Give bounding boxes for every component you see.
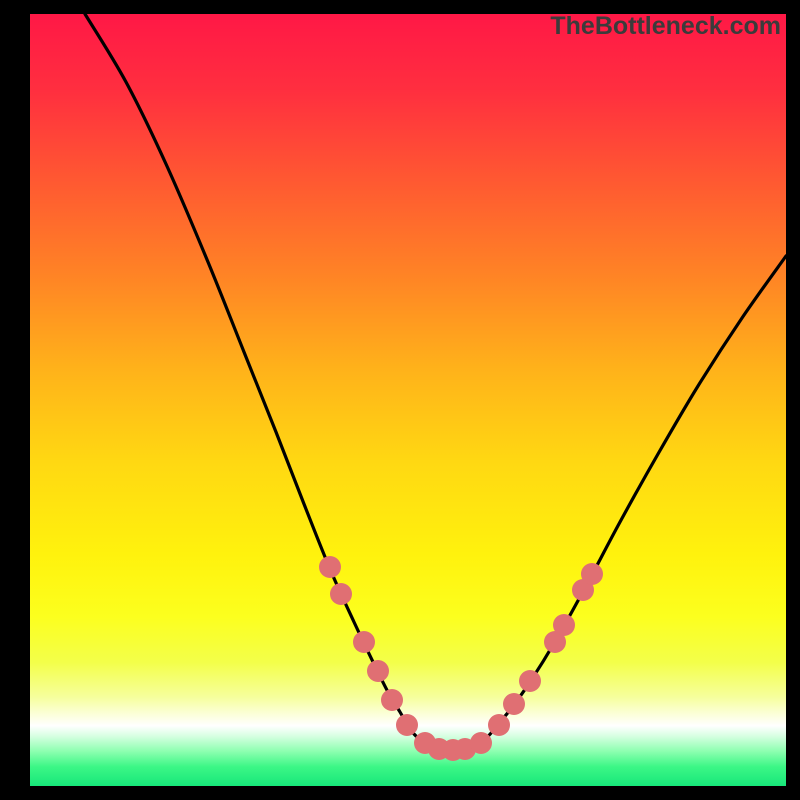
curve-right [498, 256, 786, 724]
data-point-dot [330, 583, 352, 605]
data-point-dot [581, 563, 603, 585]
data-point-dot [519, 670, 541, 692]
stage: TheBottleneck.com [0, 0, 800, 800]
data-point-dot [396, 714, 418, 736]
data-point-dot [503, 693, 525, 715]
curve-left [85, 14, 408, 726]
data-point-dot [381, 689, 403, 711]
data-point-dot [319, 556, 341, 578]
data-point-dot [353, 631, 375, 653]
data-point-dot [470, 732, 492, 754]
curve-layer [0, 0, 800, 800]
watermark-text: TheBottleneck.com [550, 12, 781, 41]
data-point-dot [553, 614, 575, 636]
data-point-dot [488, 714, 510, 736]
data-point-dot [367, 660, 389, 682]
